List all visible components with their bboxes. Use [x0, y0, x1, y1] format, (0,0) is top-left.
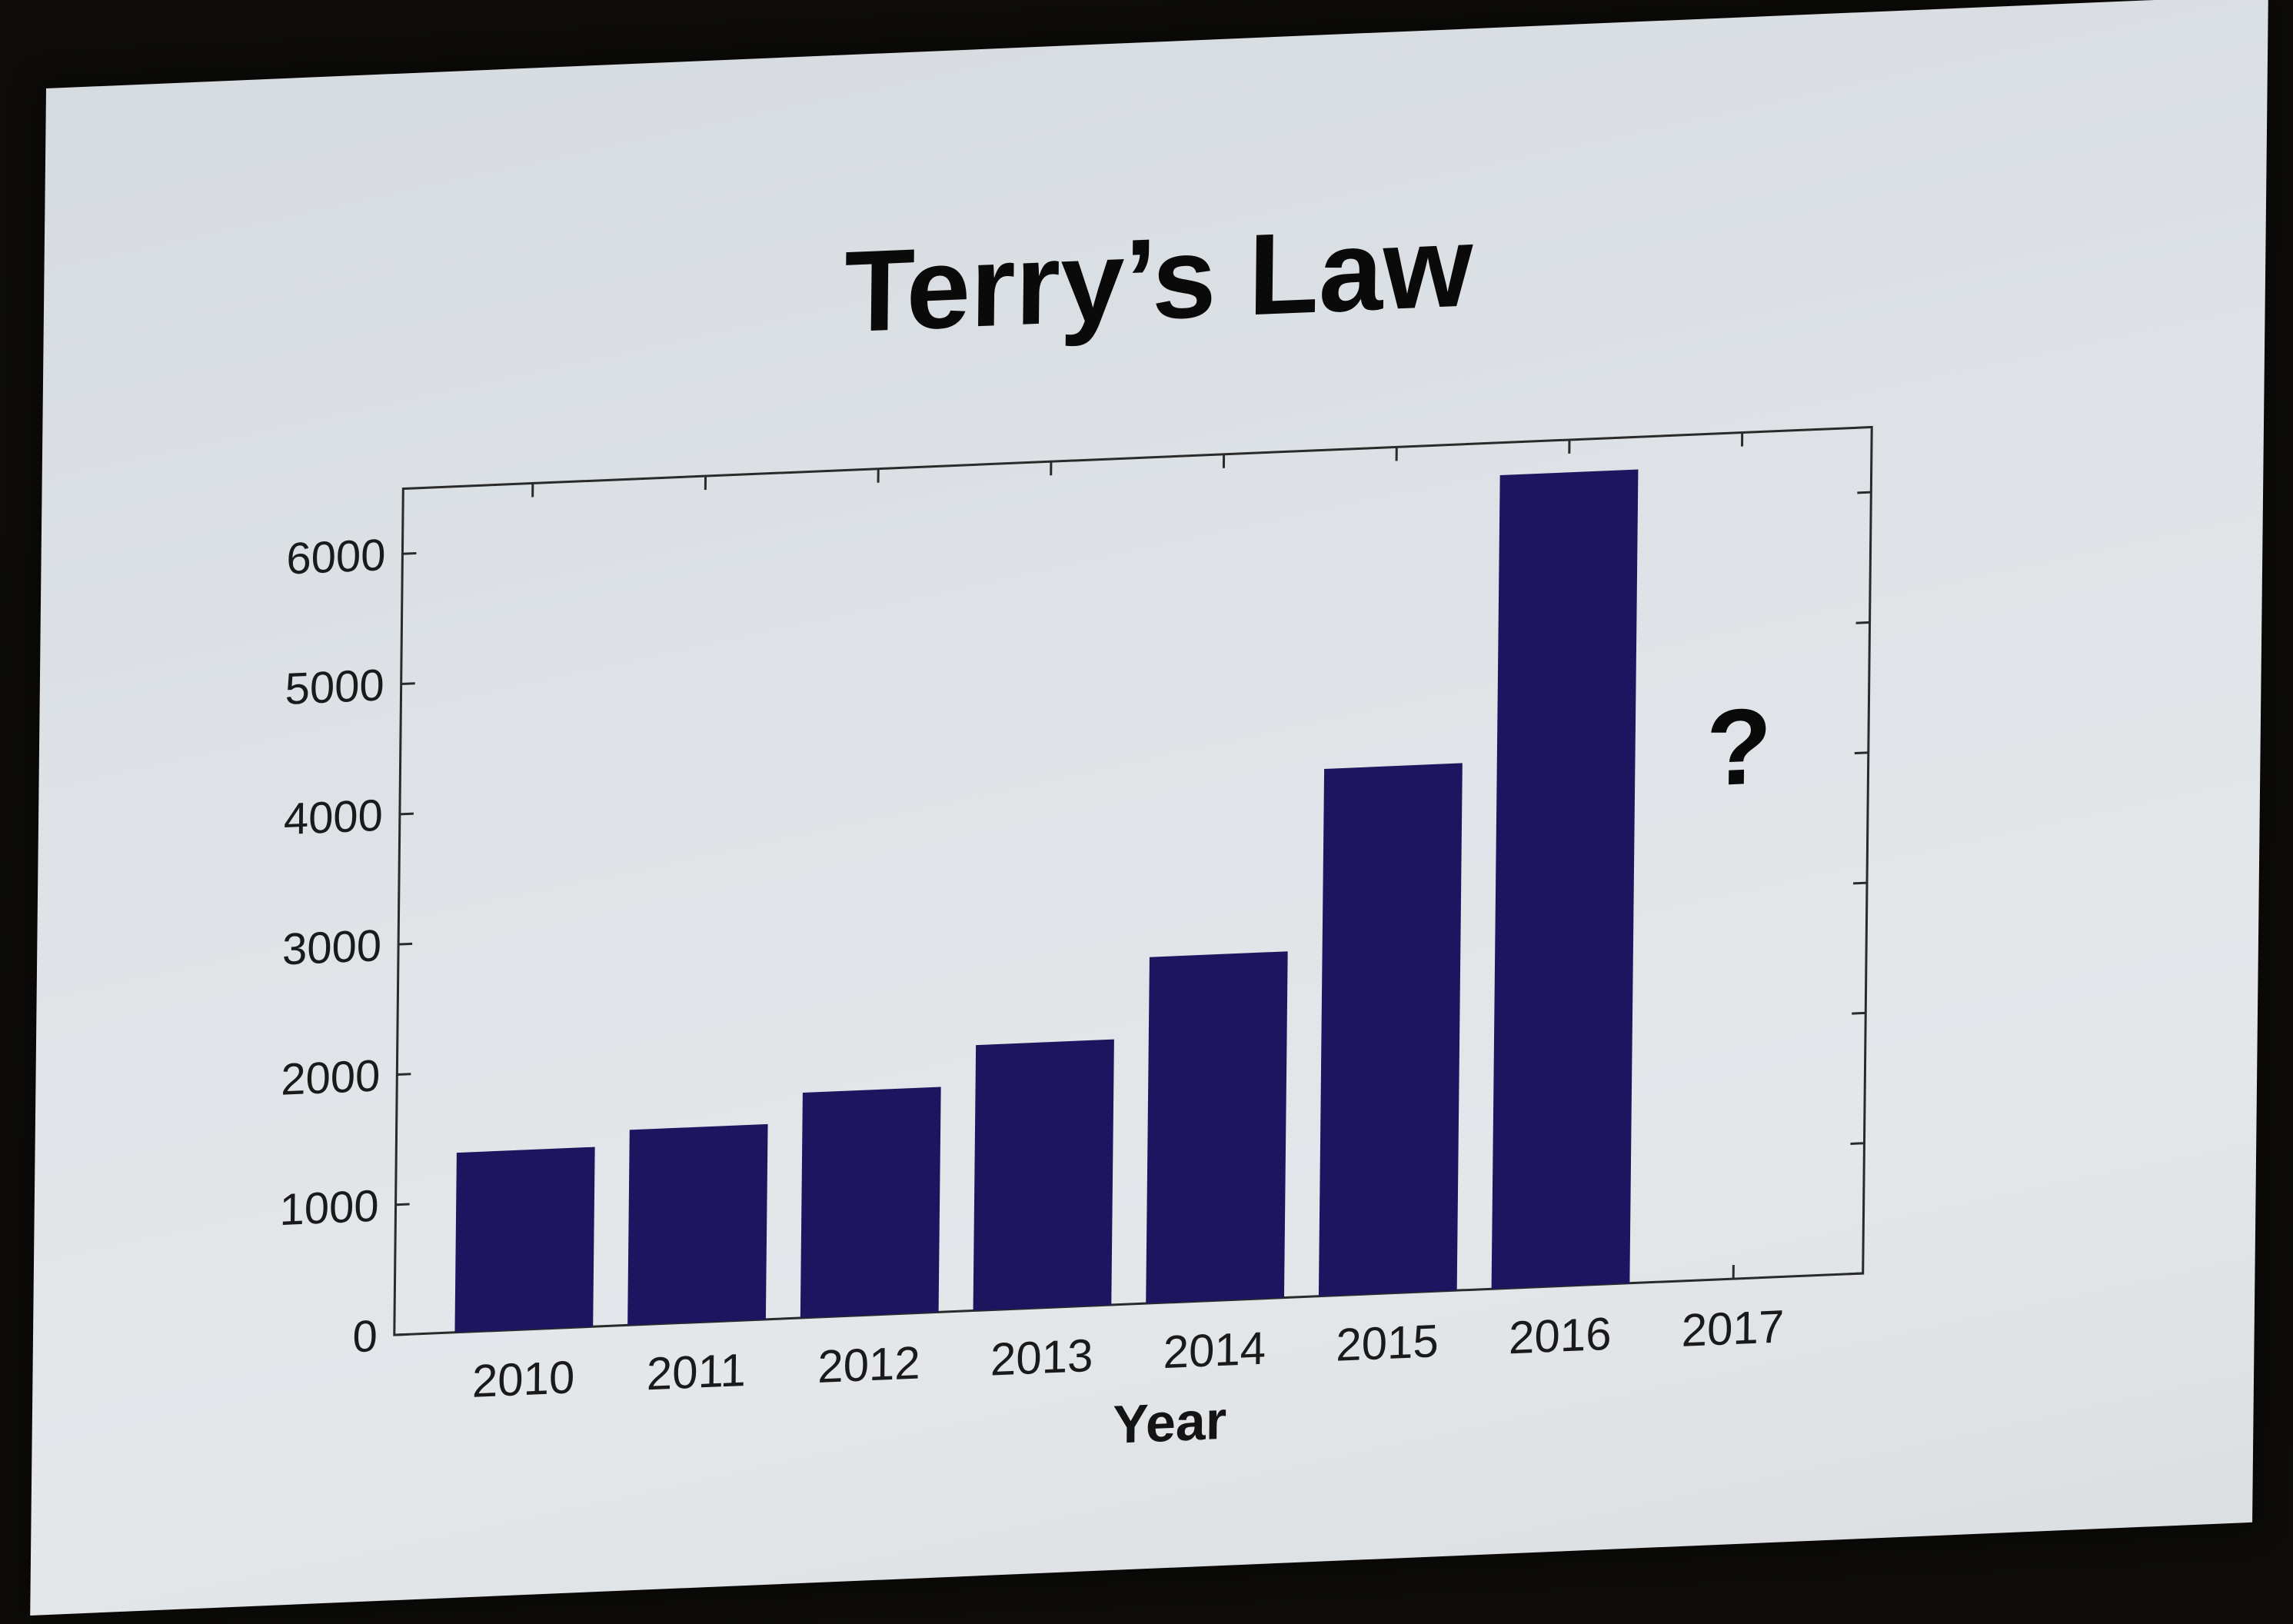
y-tick-label: 0	[352, 1311, 378, 1362]
y-tick-right	[1850, 1142, 1865, 1145]
x-tick-label: 2014	[1163, 1323, 1266, 1379]
x-tick-label: 2013	[990, 1329, 1093, 1386]
y-tick-left	[395, 1203, 410, 1206]
y-tick-right	[1852, 881, 1868, 885]
x-tick-label: 2016	[1509, 1308, 1612, 1364]
bar-2011	[627, 1123, 768, 1326]
y-tick-label: 6000	[286, 530, 386, 584]
bar-2015	[1318, 763, 1463, 1296]
y-tick-left	[402, 551, 417, 555]
bar-chart: Terry’s Law 0 1000 2000 3000 4000 5000 6000 201…	[279, 201, 1873, 1455]
x-tick-label: 2017	[1681, 1300, 1784, 1356]
x-tick-label: 2010	[472, 1351, 575, 1407]
y-tick-left	[394, 1333, 408, 1336]
x-tick-label: 2011	[646, 1344, 746, 1399]
y-tick-left	[398, 942, 413, 946]
bar-2016	[1491, 469, 1639, 1290]
y-tick-right	[1857, 491, 1872, 494]
y-tick-right	[1855, 621, 1870, 624]
y-tick-right	[1854, 751, 1869, 755]
y-tick-label: 4000	[284, 790, 384, 844]
chart-title: Terry’s Law	[844, 201, 1474, 356]
y-tick-label: 1000	[279, 1181, 379, 1235]
y-tick-label: 2000	[281, 1050, 381, 1104]
x-tick-label: 2012	[817, 1336, 920, 1393]
bar-2014	[1146, 951, 1288, 1304]
bar-2013	[973, 1039, 1114, 1311]
x-axis-label: Year	[1113, 1390, 1227, 1455]
y-tick-label: 3000	[282, 920, 382, 974]
question-mark-annotation: ?	[1706, 685, 1772, 809]
plot-area: 0 1000 2000 3000 4000 5000 6000 2010 2011 2012 201…	[279, 425, 1873, 1407]
projection-screen: Terry’s Law 0 1000 2000 3000 4000 5000 6000 201…	[30, 0, 2268, 1616]
bar-2012	[800, 1087, 941, 1318]
bar-2010	[454, 1146, 595, 1333]
x-tick-label: 2015	[1336, 1315, 1439, 1371]
plot-frame	[393, 425, 1873, 1336]
y-tick-label: 5000	[285, 660, 384, 714]
y-tick-left	[397, 1073, 411, 1076]
y-tick-right	[1849, 1272, 1863, 1276]
